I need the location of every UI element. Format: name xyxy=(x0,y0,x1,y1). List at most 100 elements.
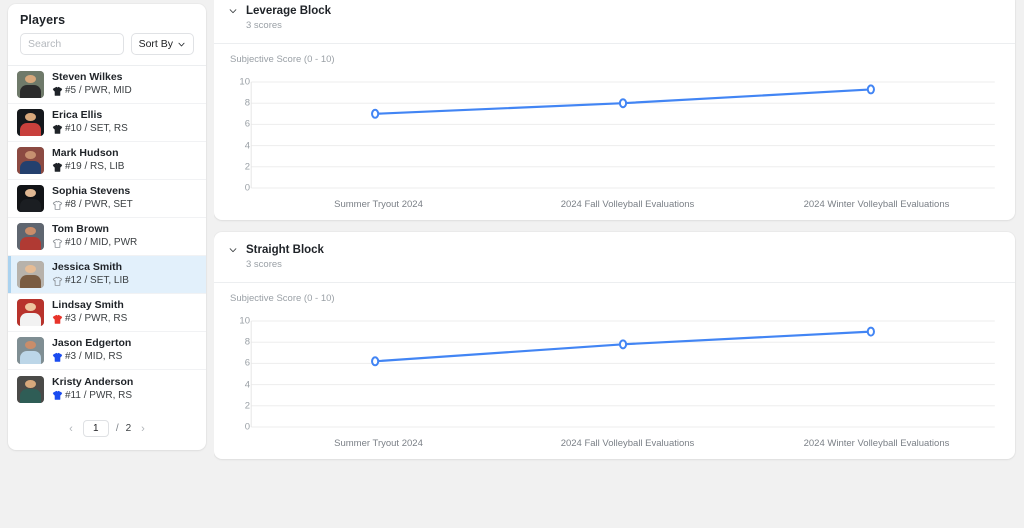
player-detail: #10 / MID, PWR xyxy=(52,236,197,250)
data-point[interactable] xyxy=(620,340,626,348)
jersey-icon xyxy=(52,124,63,134)
avatar xyxy=(17,261,44,288)
avatar xyxy=(17,337,44,364)
player-name: Kristy Anderson xyxy=(52,375,134,388)
jersey-icon xyxy=(52,162,63,172)
player-number-positions: #10 / SET, RS xyxy=(65,123,128,134)
player-detail: #10 / SET, RS xyxy=(52,122,197,136)
y-tick-label: 4 xyxy=(244,140,250,152)
player-list-item[interactable]: Mark Hudson #19 / RS, LIB xyxy=(8,142,206,180)
players-sidebar: Players Sort By Steven Wilkes #5 / PWR, M… xyxy=(0,0,214,528)
player-number-positions: #11 / PWR, RS xyxy=(65,389,133,401)
y-tick-label: 4 xyxy=(244,379,250,391)
avatar xyxy=(17,185,44,212)
y-tick-label: 6 xyxy=(244,357,250,369)
player-name: Jessica Smith xyxy=(52,261,123,273)
pagination: ‹ 1 / 2 › xyxy=(8,408,206,437)
player-number-positions: #10 / MID, PWR xyxy=(65,237,138,248)
player-list-item[interactable]: Tom Brown #10 / MID, PWR xyxy=(8,218,206,256)
sort-by-button[interactable]: Sort By xyxy=(130,33,194,55)
avatar xyxy=(17,147,44,174)
skill-cards-scroll-area[interactable]: Summer Tryout 2024 2024 Fall Volleyball E… xyxy=(214,0,1024,528)
player-list-item[interactable]: Jason Edgerton #3 / MID, RS xyxy=(8,332,206,370)
skill-card-score-count: 3 scores xyxy=(246,259,282,270)
skill-card-header[interactable]: Straight Block 3 scores xyxy=(214,232,1015,283)
y-tick-label: 2 xyxy=(244,161,250,173)
player-detail: #3 / PWR, RS xyxy=(52,312,197,326)
jersey-icon xyxy=(52,352,63,362)
jersey-icon xyxy=(52,390,63,400)
y-tick-label: 10 xyxy=(239,315,250,327)
player-number-positions: #5 / PWR, MID xyxy=(65,85,132,96)
pagination-prev-button[interactable]: ‹ xyxy=(69,422,73,435)
player-list-item[interactable]: Kristy Anderson #11 / PWR, RS xyxy=(8,370,206,408)
chevron-down-icon[interactable] xyxy=(228,245,238,255)
players-card: Players Sort By Steven Wilkes #5 / PWR, M… xyxy=(8,4,206,450)
chart-plot-area[interactable]: 0 2 4 6 8 10 xyxy=(228,313,1001,435)
jersey-icon xyxy=(52,314,63,324)
x-tick-label: 2024 Winter Volleyball Evaluations xyxy=(803,438,950,449)
y-tick-label: 0 xyxy=(244,421,250,433)
x-tick-label: 2024 Fall Volleyball Evaluations xyxy=(560,438,695,449)
jersey-icon xyxy=(52,276,63,286)
skill-card-body: Subjective Score (0 - 10) 0 2 4 6 8 10 Summer T… xyxy=(214,44,1015,220)
chevron-down-icon xyxy=(178,42,185,46)
player-name: Lindsay Smith xyxy=(52,299,124,311)
player-detail: #8 / PWR, SET xyxy=(52,198,197,212)
avatar xyxy=(17,71,44,98)
player-list-item[interactable]: Steven Wilkes #5 / PWR, MID xyxy=(8,66,206,104)
player-detail: #3 / MID, RS xyxy=(52,350,197,364)
data-point[interactable] xyxy=(372,357,378,365)
player-list-item[interactable]: Jessica Smith #12 / SET, LIB xyxy=(8,256,206,294)
search-input[interactable] xyxy=(20,33,124,55)
player-number-positions: #3 / MID, RS xyxy=(65,351,123,362)
player-name: Tom Brown xyxy=(52,223,109,235)
player-name: Mark Hudson xyxy=(52,147,119,159)
chevron-down-icon[interactable] xyxy=(228,6,238,16)
player-name: Sophia Stevens xyxy=(52,185,131,197)
x-tick-label: 2024 Winter Volleyball Evaluations xyxy=(803,199,950,210)
pagination-separator: / xyxy=(115,423,119,434)
player-detail: #11 / PWR, RS xyxy=(52,389,197,403)
pagination-page-input[interactable]: 1 xyxy=(82,420,109,437)
data-point[interactable] xyxy=(868,85,874,93)
avatar xyxy=(17,375,44,403)
sort-by-label: Sort By xyxy=(138,38,173,50)
player-number-positions: #8 / PWR, SET xyxy=(65,199,133,210)
data-point[interactable] xyxy=(620,99,626,107)
data-point[interactable] xyxy=(372,110,378,118)
player-list-item[interactable]: Lindsay Smith #3 / PWR, RS xyxy=(8,294,206,332)
line-chart-0 xyxy=(228,74,1001,196)
x-axis-labels: Summer Tryout 2024 2024 Fall Volleyball E… xyxy=(228,199,1001,210)
players-panel-title: Players xyxy=(20,13,66,27)
player-detail: #12 / SET, LIB xyxy=(52,274,197,288)
players-toolbar: Sort By xyxy=(8,31,206,65)
chart-axis-caption: Subjective Score (0 - 10) xyxy=(230,293,335,304)
chart-axis-caption: Subjective Score (0 - 10) xyxy=(230,54,335,65)
skill-card: Leverage Block 3 scores Subjective Score (… xyxy=(214,0,1015,220)
data-point[interactable] xyxy=(868,328,874,336)
line-chart-1 xyxy=(228,313,1001,435)
skill-card-title: Leverage Block xyxy=(246,5,332,17)
player-detail: #19 / RS, LIB xyxy=(52,160,197,174)
skill-card-body: Subjective Score (0 - 10) 0 2 4 6 8 10 Summer T… xyxy=(214,283,1015,459)
y-tick-label: 2 xyxy=(244,400,250,412)
pagination-next-button[interactable]: › xyxy=(141,422,145,435)
skill-card-header[interactable]: Leverage Block 3 scores xyxy=(214,0,1015,44)
y-tick-label: 0 xyxy=(244,182,250,194)
x-tick-label: 2024 Fall Volleyball Evaluations xyxy=(560,199,695,210)
player-number-positions: #19 / RS, LIB xyxy=(65,161,125,172)
chart-plot-area[interactable]: 0 2 4 6 8 10 xyxy=(228,74,1001,196)
player-list-item[interactable]: Sophia Stevens #8 / PWR, SET xyxy=(8,180,206,218)
y-tick-label: 8 xyxy=(244,336,250,348)
player-list-item[interactable]: Erica Ellis #10 / SET, RS xyxy=(8,104,206,142)
pagination-total-pages: 2 xyxy=(125,423,132,434)
x-axis-labels: Summer Tryout 2024 2024 Fall Volleyball E… xyxy=(228,438,1001,449)
y-tick-label: 8 xyxy=(244,97,250,109)
player-number-positions: #12 / SET, LIB xyxy=(65,275,129,286)
y-tick-label: 6 xyxy=(244,118,250,130)
player-name: Jason Edgerton xyxy=(52,337,132,349)
skill-card-title: Straight Block xyxy=(246,244,324,256)
player-detail: #5 / PWR, MID xyxy=(52,84,197,98)
